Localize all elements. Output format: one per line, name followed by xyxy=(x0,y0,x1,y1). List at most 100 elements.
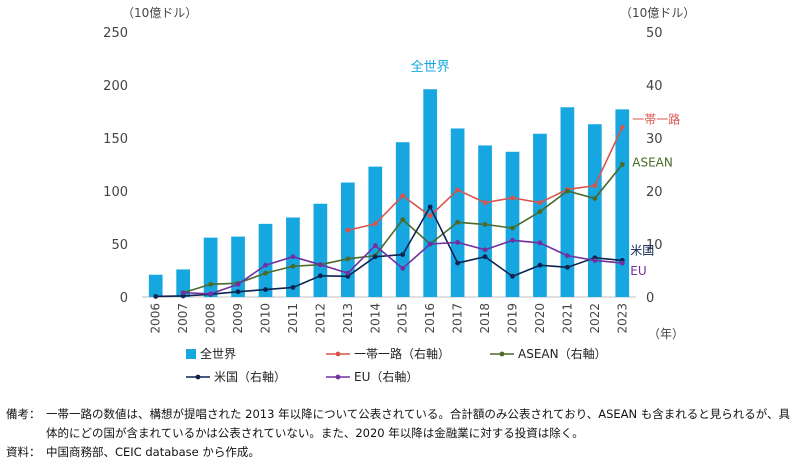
legend-item: 全世界 xyxy=(186,346,236,361)
legend-swatch-bar xyxy=(186,349,196,359)
bar-world xyxy=(258,223,273,297)
series-point xyxy=(400,193,406,199)
right-tick-label: 0 xyxy=(646,291,654,306)
series-end-label: EU xyxy=(630,264,646,278)
series-point xyxy=(317,273,323,279)
series-point xyxy=(208,291,214,297)
fdi-chart: 0 50 100 150 200 250 0 10 20 30 40 50 （10億ドル） （10億ドル）… xyxy=(103,6,695,384)
x-axis-unit: （年） xyxy=(648,327,684,341)
right-tick-label: 50 xyxy=(646,26,663,41)
source-text: 中国商務部、CEIC database から作成。 xyxy=(46,445,260,459)
left-tick-label: 50 xyxy=(111,238,128,253)
series-end-label: ASEAN xyxy=(632,156,673,170)
remarks-text: 一帯一路の数値は、構想が提唱された 2013 年以降について公表されている。合計… xyxy=(46,407,791,440)
series-point xyxy=(510,237,515,243)
series-point xyxy=(592,183,598,189)
series-point xyxy=(510,273,515,279)
series-point xyxy=(263,262,268,268)
left-axis-unit: （10億ドル） xyxy=(122,6,197,20)
series-point xyxy=(290,263,296,269)
bar-world xyxy=(203,237,218,297)
series-point xyxy=(482,254,488,260)
series-point xyxy=(427,241,433,247)
bar-world xyxy=(587,124,602,297)
x-tick-label: 2018 xyxy=(478,303,492,334)
series-point xyxy=(263,270,268,276)
series-point xyxy=(400,217,406,223)
bar-world xyxy=(231,236,245,297)
series-point xyxy=(153,294,159,299)
legend-label: 全世界 xyxy=(200,346,236,361)
annotation-world: 全世界 xyxy=(411,59,450,75)
series-point xyxy=(372,243,378,248)
x-tick-label: 2007 xyxy=(176,303,190,334)
bar-world xyxy=(340,182,355,297)
x-tick-label: 2019 xyxy=(506,303,520,334)
right-tick-label: 30 xyxy=(646,132,663,147)
x-tick-label: 2014 xyxy=(368,303,382,334)
series-end-label: 米国 xyxy=(630,243,654,257)
legend-label: ASEAN（右軸） xyxy=(518,346,607,361)
x-tick-label: 2015 xyxy=(396,303,410,334)
series-point xyxy=(455,260,461,266)
bar-world xyxy=(560,107,575,297)
bar-world xyxy=(423,89,438,298)
bar-world xyxy=(368,166,383,297)
remarks-label: 備考： xyxy=(6,407,41,421)
x-tick-label: 2012 xyxy=(313,303,327,334)
series-point xyxy=(592,196,598,201)
series-point xyxy=(619,260,625,266)
left-tick-label: 200 xyxy=(103,79,128,94)
series-point xyxy=(537,262,543,268)
series-point xyxy=(427,204,433,210)
series-point xyxy=(564,264,570,270)
x-tick-label: 2006 xyxy=(149,303,163,334)
legend-swatch-marker xyxy=(335,374,341,380)
x-tick-label: 2020 xyxy=(533,303,547,334)
line-series xyxy=(345,125,625,233)
x-tick-label: 2021 xyxy=(560,303,574,334)
series-point xyxy=(455,240,461,245)
bar-world xyxy=(148,274,163,297)
series-point xyxy=(345,256,351,262)
series-point xyxy=(345,270,351,276)
series-point xyxy=(290,254,296,260)
series-point xyxy=(564,188,570,194)
chart-notes: 備考： 一帯一路の数値は、構想が提唱された 2013 年以降について公表されてい… xyxy=(6,405,791,462)
series-point xyxy=(208,281,214,287)
series-point xyxy=(400,265,406,271)
x-tick-label: 2009 xyxy=(231,303,245,334)
series-point xyxy=(400,252,406,257)
legend-label: EU（右軸） xyxy=(354,369,418,384)
series-point xyxy=(510,195,515,201)
chart-legend: 全世界 一帯一路（右軸） ASEAN（右軸） 米国（右軸） EU（右軸） xyxy=(186,346,607,384)
legend-item: EU（右軸） xyxy=(326,369,418,384)
legend-swatch-marker xyxy=(195,374,201,380)
chart-axes: 0 50 100 150 200 250 0 10 20 30 40 50 （10億ドル） （10億ドル）… xyxy=(103,6,695,341)
legend-label: 一帯一路（右軸） xyxy=(354,346,450,361)
bar-world xyxy=(176,269,191,297)
series-point xyxy=(537,240,543,246)
right-tick-label: 10 xyxy=(646,238,663,253)
series-point xyxy=(482,247,488,253)
left-tick-label: 250 xyxy=(103,26,128,41)
series-point xyxy=(180,290,186,296)
series-point xyxy=(592,258,598,263)
series-point xyxy=(482,200,488,206)
series-point xyxy=(455,187,461,193)
line-series-group xyxy=(153,125,625,299)
bar-world xyxy=(450,128,465,297)
bar-series-world xyxy=(148,89,630,298)
x-tick-label: 2008 xyxy=(204,303,218,334)
series-point xyxy=(235,281,241,287)
right-axis-unit: （10億ドル） xyxy=(620,6,695,20)
x-tick-label: 2016 xyxy=(423,303,437,334)
series-line xyxy=(155,205,623,298)
line-series xyxy=(153,204,625,299)
series-point xyxy=(619,125,625,130)
legend-item: 米国（右軸） xyxy=(186,369,286,384)
legend-label: 米国（右軸） xyxy=(214,369,286,384)
bar-world xyxy=(505,151,520,297)
series-point xyxy=(372,254,378,260)
